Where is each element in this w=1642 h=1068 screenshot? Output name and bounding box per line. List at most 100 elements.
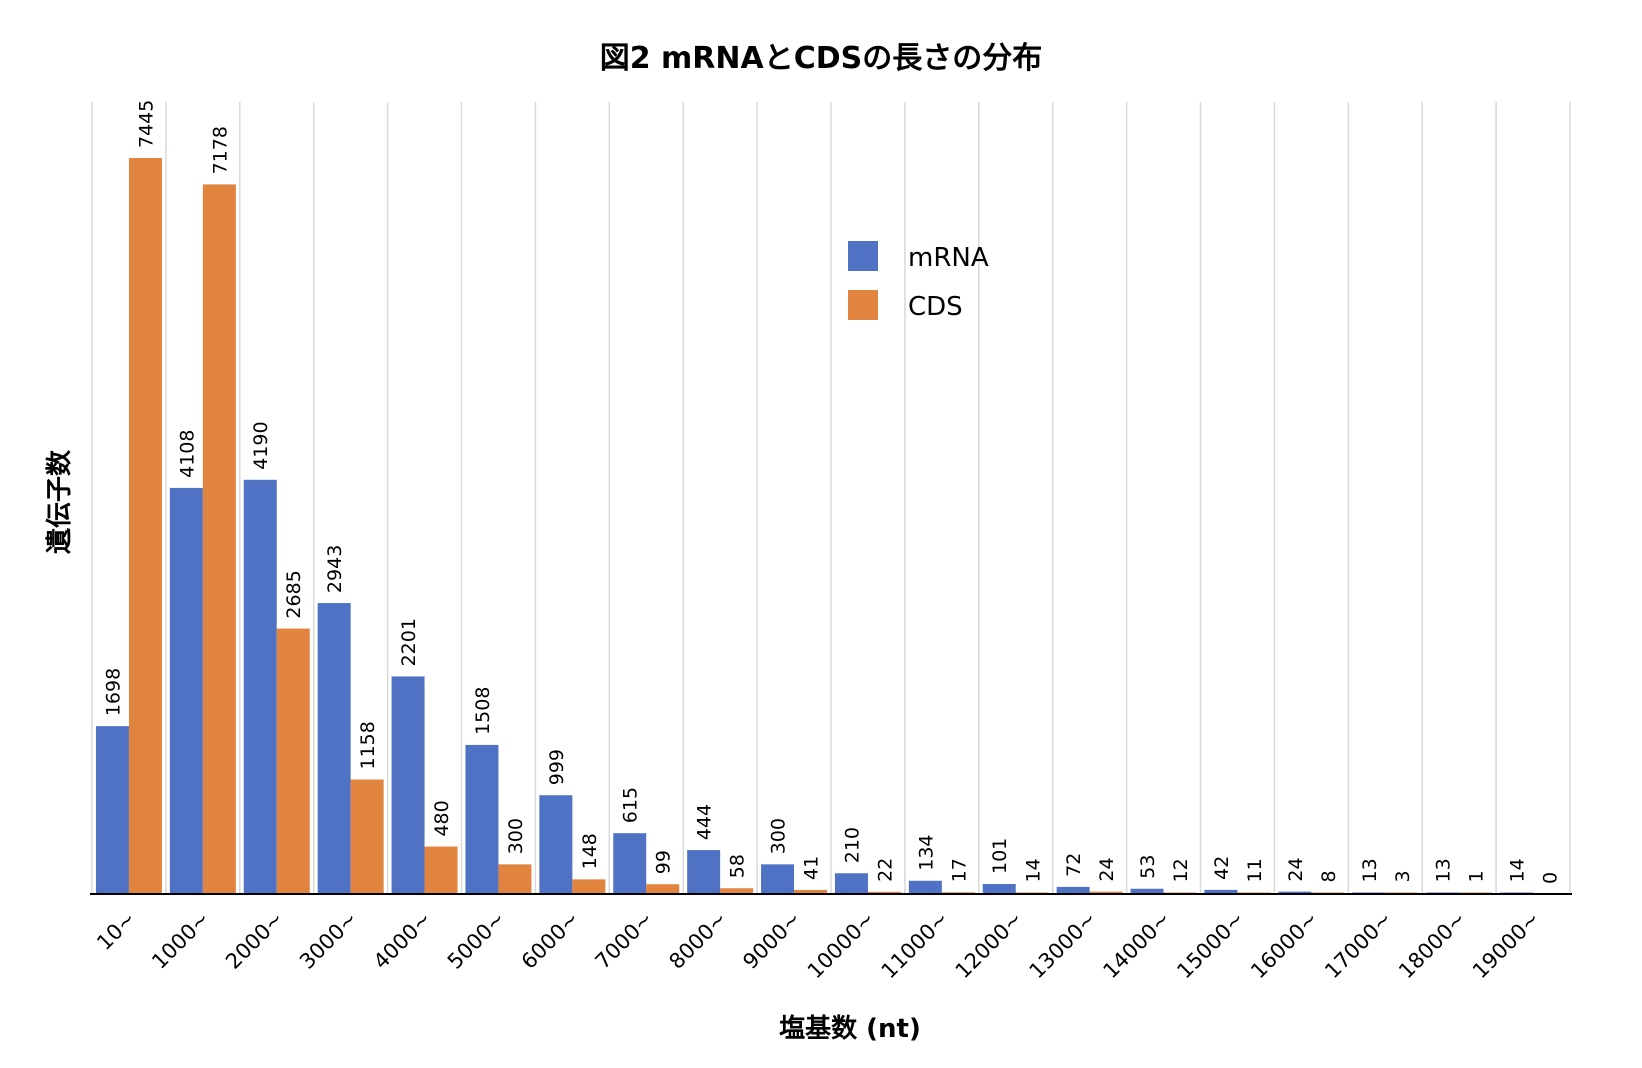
x-tick-label: 13000~ bbox=[1025, 907, 1102, 984]
x-tick-label: 15000~ bbox=[1172, 907, 1249, 984]
bar-mrna-2 bbox=[243, 479, 277, 894]
data-label-mrna-0: 1698 bbox=[102, 668, 124, 716]
bar-mrna-7 bbox=[613, 833, 647, 894]
data-label-cds-8: 58 bbox=[727, 854, 749, 878]
bar-mrna-10 bbox=[834, 873, 868, 894]
data-label-mrna-2: 4190 bbox=[250, 421, 272, 469]
data-label-mrna-14: 53 bbox=[1137, 855, 1159, 879]
data-label-mrna-10: 210 bbox=[841, 827, 863, 863]
bar-cds-9 bbox=[794, 889, 828, 894]
data-label-cds-6: 148 bbox=[579, 833, 601, 869]
data-label-mrna-5: 1508 bbox=[472, 687, 494, 735]
legend: mRNA CDS bbox=[848, 241, 989, 322]
legend-label-mrna: mRNA bbox=[908, 243, 989, 273]
data-label-cds-2: 2685 bbox=[283, 570, 305, 618]
bar-cds-13 bbox=[1089, 891, 1123, 894]
bar-cds-10 bbox=[867, 891, 901, 894]
data-label-cds-1: 7178 bbox=[209, 126, 231, 174]
x-tick-label: 16000~ bbox=[1246, 907, 1323, 984]
bar-mrna-0 bbox=[95, 726, 129, 894]
x-tick-label: 5000~ bbox=[443, 907, 510, 974]
x-tick-labels: 10~ 1000~ 2000~ 3000~ 4000~ 5000~ 6000~ 7000~ 80… bbox=[92, 907, 1544, 984]
x-tick-label: 2000~ bbox=[221, 907, 288, 974]
bar-cds-3 bbox=[350, 779, 384, 894]
data-label-mrna-4: 2201 bbox=[398, 618, 420, 666]
data-label-mrna-7: 615 bbox=[620, 787, 642, 823]
x-tick-label: 7000~ bbox=[591, 907, 658, 974]
bar-cds-0 bbox=[128, 158, 162, 894]
bar-mrna-12 bbox=[982, 884, 1016, 894]
x-tick-label: 11000~ bbox=[877, 907, 954, 984]
x-tick-label: 10~ bbox=[92, 907, 140, 955]
data-label-mrna-12: 101 bbox=[989, 838, 1011, 874]
bar-cds-2 bbox=[276, 628, 310, 894]
data-label-cds-0: 7445 bbox=[135, 100, 157, 148]
gridlines bbox=[91, 102, 1571, 894]
data-label-mrna-8: 444 bbox=[694, 804, 716, 840]
bar-mrna-1 bbox=[169, 487, 203, 894]
x-tick-label: 12000~ bbox=[951, 907, 1028, 984]
data-label-cds-4: 480 bbox=[431, 800, 453, 836]
bar-cds-8 bbox=[720, 888, 754, 894]
bar-cds-6 bbox=[572, 879, 606, 894]
x-tick-label: 3000~ bbox=[295, 907, 362, 974]
x-tick-label: 9000~ bbox=[738, 907, 805, 974]
data-label-cds-7: 99 bbox=[653, 850, 675, 874]
bar-mrna-13 bbox=[1056, 886, 1090, 894]
x-tick-label: 10000~ bbox=[803, 907, 880, 984]
bar-mrna-15 bbox=[1204, 889, 1238, 894]
bar-cds-4 bbox=[424, 846, 458, 894]
bar-mrna-9 bbox=[761, 864, 795, 894]
data-label-mrna-9: 300 bbox=[768, 818, 790, 854]
data-label-cds-18: 1 bbox=[1466, 870, 1488, 882]
legend-swatch-cds bbox=[848, 290, 878, 320]
data-label-mrna-18: 13 bbox=[1433, 858, 1455, 882]
bar-mrna-16 bbox=[1278, 891, 1312, 894]
data-label-cds-12: 14 bbox=[1022, 858, 1044, 882]
bar-mrna-5 bbox=[465, 744, 499, 894]
data-label-mrna-13: 72 bbox=[1063, 853, 1085, 877]
data-label-cds-10: 22 bbox=[874, 858, 896, 882]
x-tick-label: 4000~ bbox=[369, 907, 436, 974]
legend-label-cds: CDS bbox=[908, 292, 963, 322]
data-label-cds-17: 3 bbox=[1392, 870, 1414, 882]
data-label-mrna-6: 999 bbox=[546, 749, 568, 785]
x-tick-label: 1000~ bbox=[147, 907, 214, 974]
bar-mrna-11 bbox=[908, 880, 942, 894]
chart-title: 図2 mRNAとCDSの長さの分布 bbox=[600, 41, 1043, 76]
data-label-mrna-16: 24 bbox=[1285, 857, 1307, 881]
bar-cds-5 bbox=[498, 864, 532, 894]
data-label-cds-15: 11 bbox=[1244, 858, 1266, 882]
bar-mrna-6 bbox=[539, 795, 573, 894]
bars bbox=[95, 158, 1534, 895]
data-label-cds-3: 1158 bbox=[357, 721, 379, 769]
data-label-mrna-17: 13 bbox=[1359, 858, 1381, 882]
x-tick-label: 6000~ bbox=[517, 907, 584, 974]
data-label-cds-5: 300 bbox=[505, 818, 527, 854]
bar-mrna-4 bbox=[391, 676, 425, 894]
bar-cds-7 bbox=[646, 884, 680, 894]
x-tick-label: 17000~ bbox=[1320, 907, 1397, 984]
data-label-cds-13: 24 bbox=[1096, 857, 1118, 881]
data-label-mrna-3: 2943 bbox=[324, 545, 346, 593]
data-label-cds-11: 17 bbox=[948, 858, 970, 882]
bar-cds-1 bbox=[202, 184, 236, 895]
legend-swatch-mrna bbox=[848, 241, 878, 271]
data-label-mrna-15: 42 bbox=[1211, 856, 1233, 880]
x-tick-label: 19000~ bbox=[1468, 907, 1545, 984]
x-tick-label: 18000~ bbox=[1394, 907, 1471, 984]
data-label-mrna-19: 14 bbox=[1507, 858, 1529, 882]
data-label-mrna-11: 134 bbox=[915, 834, 937, 870]
data-label-cds-14: 12 bbox=[1170, 858, 1192, 882]
data-label-cds-9: 41 bbox=[801, 856, 823, 880]
bar-mrna-14 bbox=[1130, 888, 1164, 894]
x-tick-label: 8000~ bbox=[664, 907, 731, 974]
bar-mrna-3 bbox=[317, 603, 351, 894]
bar-mrna-8 bbox=[687, 850, 721, 894]
x-tick-label: 14000~ bbox=[1098, 907, 1175, 984]
x-axis-title: 塩基数 (nt) bbox=[779, 1014, 921, 1044]
data-label-cds-19: 0 bbox=[1540, 872, 1562, 884]
data-label-cds-16: 8 bbox=[1318, 870, 1340, 882]
